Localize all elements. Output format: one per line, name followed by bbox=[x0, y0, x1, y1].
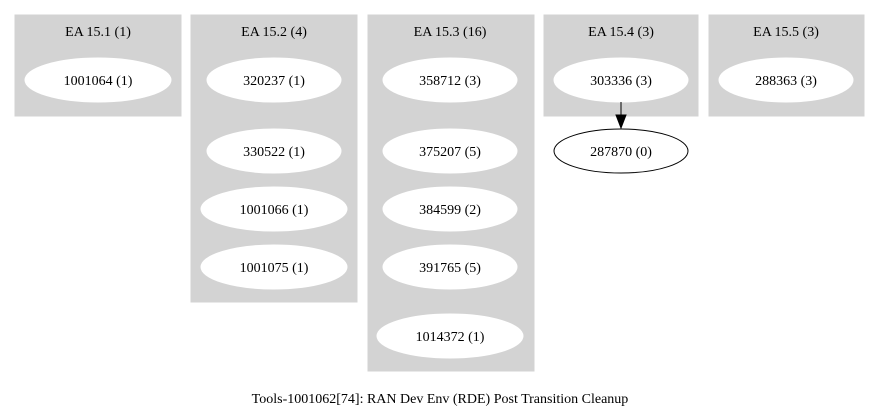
node-shape bbox=[553, 128, 689, 174]
cluster-label: EA 15.1 (1) bbox=[65, 25, 131, 40]
cluster-label: EA 15.3 (16) bbox=[414, 25, 487, 40]
graph-node[interactable]: 1001066 (1) bbox=[200, 186, 348, 232]
node-shape bbox=[24, 57, 172, 103]
node-label: 287870 (0) bbox=[590, 145, 652, 160]
node-label: 330522 (1) bbox=[243, 145, 305, 160]
node-label: 1001066 (1) bbox=[240, 203, 309, 218]
cluster-ea-15-1: EA 15.1 (1) 1001064 (1) bbox=[14, 14, 182, 117]
cluster-label: EA 15.5 (3) bbox=[753, 25, 819, 40]
node-shape bbox=[382, 57, 518, 103]
cluster-label: EA 15.2 (4) bbox=[241, 25, 307, 40]
node-label: 375207 (5) bbox=[419, 145, 481, 160]
cluster-ea-15-4: EA 15.4 (3) 303336 (3) bbox=[543, 14, 699, 117]
node-shape bbox=[206, 128, 342, 174]
node-shape bbox=[718, 57, 854, 103]
node-label: 303336 (3) bbox=[590, 74, 652, 89]
graph-node[interactable]: 391765 (5) bbox=[382, 244, 518, 290]
node-label: 384599 (2) bbox=[419, 203, 481, 218]
graph-caption: Tools-1001062[74]: RAN Dev Env (RDE) Pos… bbox=[252, 392, 629, 407]
node-label: 320237 (1) bbox=[243, 74, 305, 89]
graph-node[interactable]: 1001064 (1) bbox=[24, 57, 172, 103]
edge-303336-to-287870 bbox=[615, 102, 627, 130]
node-label: 358712 (3) bbox=[419, 74, 481, 89]
graph-node[interactable]: 384599 (2) bbox=[382, 186, 518, 232]
cluster-ea-15-2: EA 15.2 (4) 320237 (1) 330522 (1) 100106… bbox=[190, 14, 358, 303]
graph-node[interactable]: 287870 (0) bbox=[553, 128, 689, 174]
graph-node[interactable]: 320237 (1) bbox=[206, 57, 342, 103]
cluster-ea-15-5: EA 15.5 (3) 288363 (3) bbox=[708, 14, 865, 117]
node-shape bbox=[206, 57, 342, 103]
node-label: 1014372 (1) bbox=[416, 330, 485, 345]
graph-node[interactable]: 288363 (3) bbox=[718, 57, 854, 103]
node-label: 391765 (5) bbox=[419, 261, 481, 276]
cluster-ea-15-3: EA 15.3 (16) 358712 (3) 375207 (5) 38459… bbox=[367, 14, 535, 372]
node-shape bbox=[382, 128, 518, 174]
node-label: 288363 (3) bbox=[755, 74, 817, 89]
node-shape bbox=[382, 186, 518, 232]
graph-node[interactable]: 358712 (3) bbox=[382, 57, 518, 103]
node-shape bbox=[200, 244, 348, 290]
node-label: 1001075 (1) bbox=[240, 261, 309, 276]
node-label: 1001064 (1) bbox=[64, 74, 133, 89]
node-shape bbox=[382, 244, 518, 290]
cluster-label: EA 15.4 (3) bbox=[588, 25, 654, 40]
node-shape bbox=[376, 313, 524, 359]
graph-node[interactable]: 303336 (3) bbox=[553, 57, 689, 103]
graph-node[interactable]: 330522 (1) bbox=[206, 128, 342, 174]
node-shape bbox=[200, 186, 348, 232]
graph-node[interactable]: 1014372 (1) bbox=[376, 313, 524, 359]
graph-node[interactable]: 1001075 (1) bbox=[200, 244, 348, 290]
graph-node[interactable]: 375207 (5) bbox=[382, 128, 518, 174]
arrowhead-icon bbox=[615, 114, 627, 130]
